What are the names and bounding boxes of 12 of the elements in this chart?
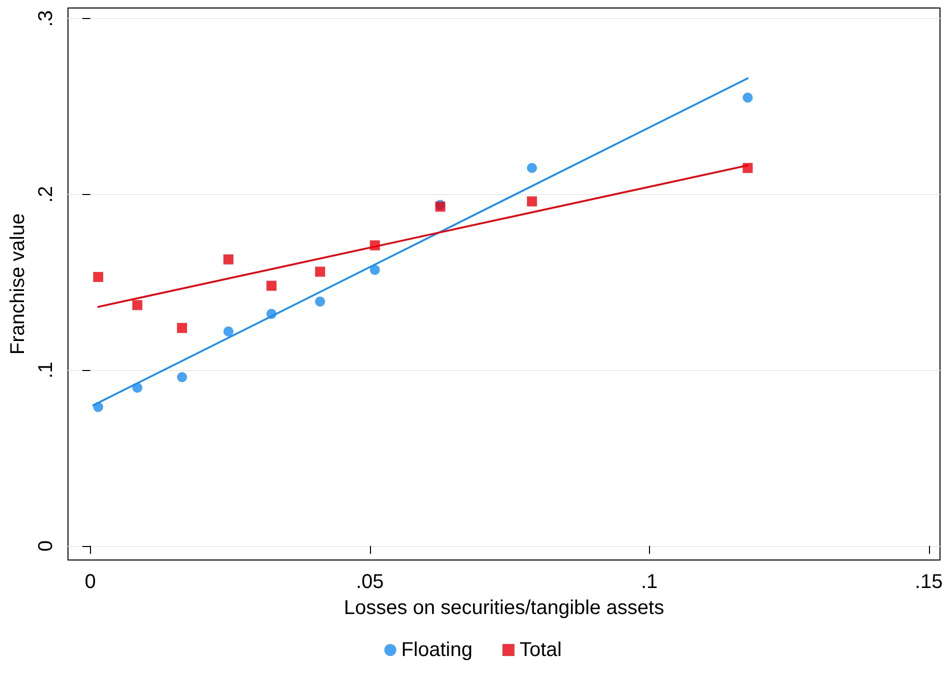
y-tick-label: .3 — [35, 10, 57, 27]
y-axis-title: Franchise value — [7, 213, 29, 355]
legend-label: Total — [519, 639, 562, 661]
x-tick-label: .1 — [640, 571, 658, 593]
x-axis-title: Losses on securities/tangible assets — [344, 597, 664, 619]
y-tick-label: .2 — [35, 186, 57, 203]
y-tick-label: .1 — [35, 362, 57, 378]
y-tick-label: 0 — [35, 540, 57, 552]
x-tick-label: .05 — [356, 571, 384, 593]
x-tick-label: 0 — [84, 571, 96, 593]
legend-label: Floating — [401, 639, 472, 661]
x-tick-label: .15 — [914, 571, 943, 593]
